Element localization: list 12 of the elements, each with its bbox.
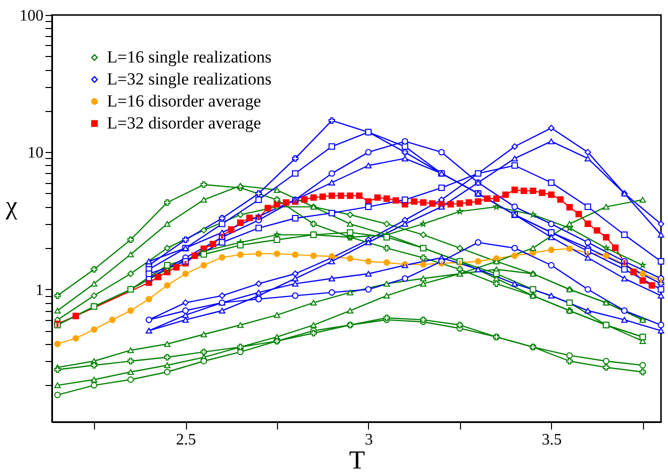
y-tick-label: 100: [20, 8, 44, 24]
y-tick-label: 1: [36, 282, 44, 299]
x-tick-label: 2.5: [176, 432, 196, 448]
y-tick-label: 10: [28, 144, 44, 162]
x-tick-label: 3.5: [542, 432, 562, 448]
x-axis-title: T: [349, 446, 366, 474]
legend-label: L=16 disorder average: [107, 92, 262, 110]
legend-label: L=32 disorder average: [107, 114, 262, 132]
legend-label: L=16 single realizations: [107, 48, 272, 66]
y-axis-title: χ: [4, 191, 18, 220]
x-tick-label: 3: [364, 432, 373, 448]
legend-label: L=32 single realizations: [107, 70, 272, 88]
